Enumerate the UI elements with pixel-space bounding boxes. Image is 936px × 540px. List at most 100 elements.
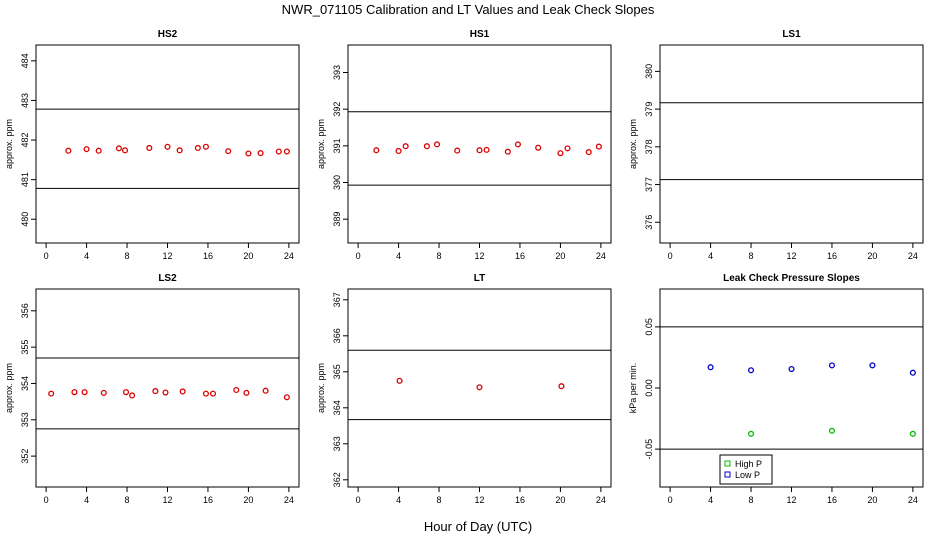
y-tick-label: 484 [20,53,30,68]
y-axis-label: kPa per min. [628,363,638,414]
data-point [504,148,511,155]
plot-frame [35,288,300,488]
plot-frame [659,44,924,244]
y-tick-label: 379 [644,102,654,117]
x-tick-label: 24 [284,495,294,505]
data-point [257,150,264,157]
x-tick-label: 4 [84,251,89,261]
data-point [788,366,795,373]
x-tick-label: 16 [203,495,213,505]
x-tick-label: 8 [125,251,130,261]
data-point [476,384,483,391]
data-point [514,141,521,148]
data-point [162,389,169,396]
x-tick-label: 20 [243,251,253,261]
y-tick-label: 362 [332,472,342,487]
data-point [194,144,201,152]
y-tick-label: 365 [332,364,342,379]
y-tick-label: 366 [332,328,342,343]
data-point [225,148,232,155]
y-tick-label: 356 [20,303,30,318]
x-tick-label: 16 [515,495,525,505]
y-axis-label: approx. ppm [316,363,326,413]
data-point [747,367,755,374]
y-tick-label: 353 [20,412,30,427]
x-tick-label: 0 [356,495,361,505]
data-point [595,143,602,150]
x-tick-label: 4 [84,495,89,505]
y-axis-label: approx. ppm [628,119,638,169]
y-tick-label: 483 [20,93,30,108]
x-tick-label: 20 [243,495,253,505]
panel-title: Leak Check Pressure Slopes [723,273,860,284]
x-tick-label: 0 [44,495,49,505]
y-tick-label: 364 [332,400,342,415]
x-tick-label: 24 [908,495,918,505]
data-point [152,388,159,395]
data-point [65,147,72,154]
data-point [564,145,571,152]
data-point [81,389,88,396]
y-tick-label: 363 [332,436,342,451]
data-point [828,427,836,434]
x-tick-label: 0 [44,251,49,261]
data-point [202,390,209,397]
data-point [209,390,217,397]
data-point [535,144,542,151]
data-point [585,149,592,156]
data-point [395,147,402,155]
x-tick-label: 12 [474,495,484,505]
data-point [869,362,876,369]
panel-6: Leak Check Pressure Slopes 0 4 8 12 16 20 24 -0.… [628,273,924,505]
data-point [121,147,129,154]
y-axis-label: approx. ppm [316,119,326,169]
data-point [396,377,403,384]
x-tick-label: 8 [749,495,754,505]
data-point [707,364,714,371]
y-tick-label: 389 [332,212,342,227]
x-tick-label: 8 [437,251,442,261]
data-point [283,148,290,155]
x-tick-label: 12 [162,495,172,505]
y-tick-label: 0.00 [644,379,654,397]
x-tick-label: 0 [356,251,361,261]
x-tick-label: 16 [203,251,213,261]
x-tick-label: 24 [596,251,606,261]
data-point [146,144,153,152]
y-tick-label: 391 [332,138,342,153]
data-point [129,392,136,399]
legend-box [719,454,773,485]
x-tick-label: 0 [668,251,673,261]
y-tick-label: 393 [332,65,342,80]
data-point [83,146,90,153]
y-tick-label: -0.05 [644,439,654,460]
x-tick-label: 20 [555,495,565,505]
plot-frame [347,44,612,244]
y-tick-label: 481 [20,172,30,187]
data-point [176,147,183,154]
data-point [454,147,461,154]
y-tick-label: 0.05 [644,318,654,336]
y-tick-label: 352 [20,449,30,464]
y-tick-label: 482 [20,133,30,148]
y-tick-label: 380 [644,64,654,79]
x-axis-label: Hour of Day (UTC) [423,519,533,534]
legend-label: High P [735,459,762,469]
legend-swatch [724,460,731,467]
x-tick-label: 24 [908,251,918,261]
x-tick-label: 12 [786,495,796,505]
data-point [100,389,107,396]
data-point [558,383,565,390]
y-tick-label: 480 [20,212,30,227]
data-point [71,389,78,396]
y-axis-label: approx. ppm [4,119,14,169]
panel-title: LT [474,273,485,284]
x-tick-label: 4 [396,495,401,505]
panel-1: HS2 0 4 8 12 16 20 24 480 481 482 483 484 approx. ppm [4,29,300,261]
legend-label: Low P [735,470,760,480]
y-tick-label: 354 [20,376,30,391]
y-tick-label: 367 [332,292,342,307]
x-tick-label: 8 [437,495,442,505]
x-tick-label: 8 [749,251,754,261]
data-point [433,141,441,148]
